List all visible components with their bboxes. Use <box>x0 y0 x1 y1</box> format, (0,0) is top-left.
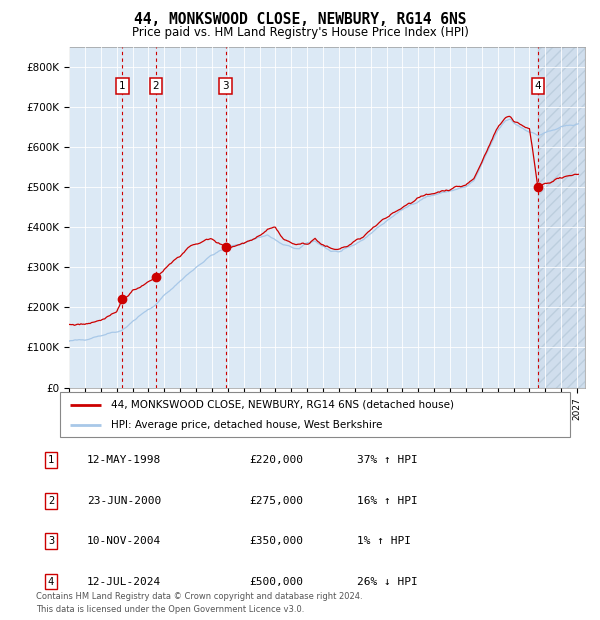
FancyBboxPatch shape <box>60 392 570 437</box>
Text: 44, MONKSWOOD CLOSE, NEWBURY, RG14 6NS (detached house): 44, MONKSWOOD CLOSE, NEWBURY, RG14 6NS (… <box>111 399 454 410</box>
Text: 10-NOV-2004: 10-NOV-2004 <box>87 536 161 546</box>
Text: 4: 4 <box>535 81 541 91</box>
Text: 23-JUN-2000: 23-JUN-2000 <box>87 496 161 506</box>
Text: This data is licensed under the Open Government Licence v3.0.: This data is licensed under the Open Gov… <box>36 604 304 614</box>
Text: Contains HM Land Registry data © Crown copyright and database right 2024.: Contains HM Land Registry data © Crown c… <box>36 592 362 601</box>
Text: 12-MAY-1998: 12-MAY-1998 <box>87 455 161 465</box>
Text: 1: 1 <box>119 81 125 91</box>
Text: £500,000: £500,000 <box>249 577 303 587</box>
Text: 3: 3 <box>48 536 54 546</box>
Text: 37% ↑ HPI: 37% ↑ HPI <box>357 455 418 465</box>
Text: £275,000: £275,000 <box>249 496 303 506</box>
Text: 1: 1 <box>48 455 54 465</box>
Text: 26% ↓ HPI: 26% ↓ HPI <box>357 577 418 587</box>
Text: 16% ↑ HPI: 16% ↑ HPI <box>357 496 418 506</box>
Text: 4: 4 <box>48 577 54 587</box>
Text: 2: 2 <box>48 496 54 506</box>
Text: HPI: Average price, detached house, West Berkshire: HPI: Average price, detached house, West… <box>111 420 382 430</box>
Text: 3: 3 <box>222 81 229 91</box>
Text: 12-JUL-2024: 12-JUL-2024 <box>87 577 161 587</box>
Text: £350,000: £350,000 <box>249 536 303 546</box>
Text: Price paid vs. HM Land Registry's House Price Index (HPI): Price paid vs. HM Land Registry's House … <box>131 26 469 39</box>
Text: £220,000: £220,000 <box>249 455 303 465</box>
Text: 2: 2 <box>152 81 159 91</box>
Text: 44, MONKSWOOD CLOSE, NEWBURY, RG14 6NS: 44, MONKSWOOD CLOSE, NEWBURY, RG14 6NS <box>134 12 466 27</box>
Text: 1% ↑ HPI: 1% ↑ HPI <box>357 536 411 546</box>
